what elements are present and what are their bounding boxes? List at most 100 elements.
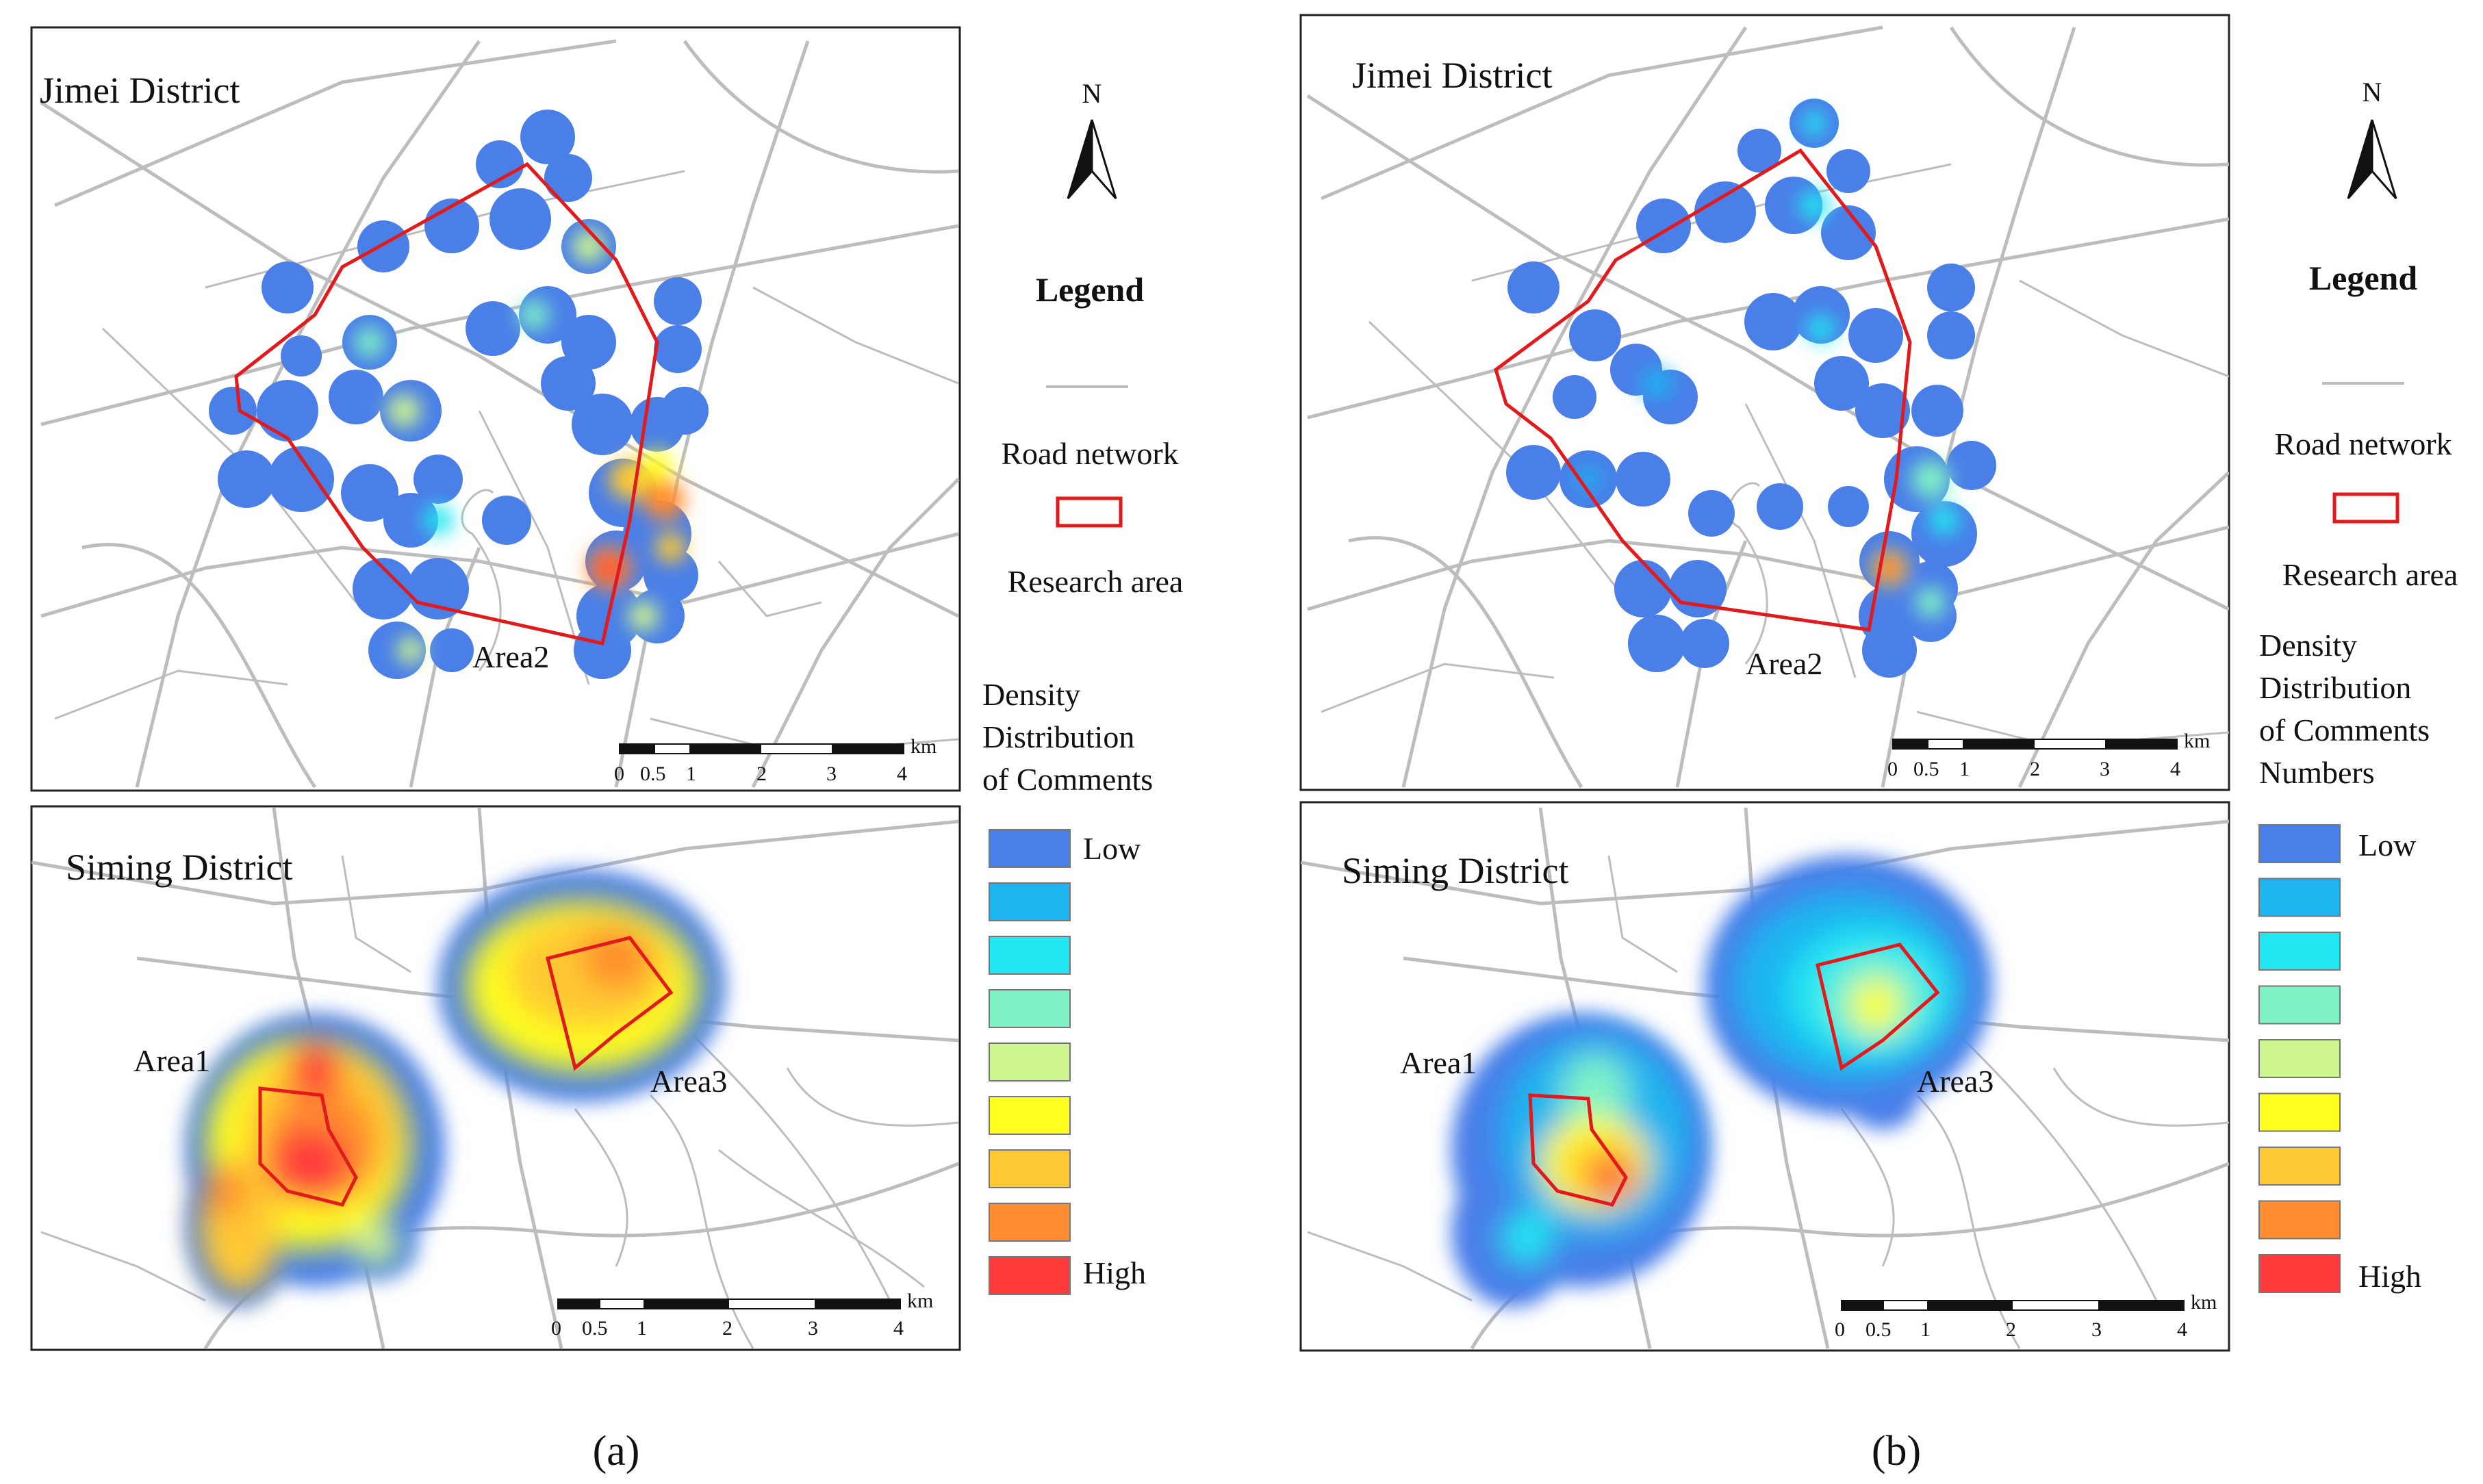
scale-bar: km 0 0.5 1 2 3 4 xyxy=(1835,1291,2217,1341)
area-label: Area1 xyxy=(1400,1045,1477,1080)
scale-tick: 0 xyxy=(614,763,624,785)
density-title-line: Distribution xyxy=(2259,670,2411,705)
density-swatch xyxy=(989,1203,1071,1242)
density-swatch xyxy=(989,1096,1071,1135)
research-label: Research area xyxy=(2282,557,2458,592)
map-title: Jimei District xyxy=(40,70,240,111)
legend-title: Legend xyxy=(2309,259,2418,297)
north-label: N xyxy=(2363,77,2382,107)
scale-tick: 3 xyxy=(2100,758,2110,780)
legend-low: Low xyxy=(2358,828,2417,862)
research-area-outline xyxy=(1494,148,1912,632)
scale-tick: 2 xyxy=(2006,1318,2016,1341)
north-arrow-icon xyxy=(2347,119,2397,199)
scale-tick: 0 xyxy=(1887,758,1898,780)
scale-tick: 1 xyxy=(1920,1318,1931,1341)
research-label: Research area xyxy=(1008,564,1184,599)
density-swatch xyxy=(989,1149,1071,1188)
scale-tick: 2 xyxy=(2030,758,2040,780)
scale-bar: km 0 0.5 1 2 3 4 xyxy=(614,735,937,785)
density-color-ramp xyxy=(2258,824,2341,1293)
density-blobs xyxy=(1506,99,1996,678)
density-swatch xyxy=(989,936,1071,975)
siming-map-a: Siming District Area1 Area3 km 0 0.5 1 2… xyxy=(30,805,961,1351)
density-title-line: Distribution xyxy=(982,719,1134,754)
legend-a: N Legend Road network Research area Dens… xyxy=(982,78,1184,1295)
scale-tick: 0 xyxy=(551,1317,561,1340)
scale-tick: 2 xyxy=(722,1317,733,1340)
panel-a: Jimei District Area2 km 0 0.5 1 2 3 4 xyxy=(30,26,1184,1474)
north-arrow-icon xyxy=(1067,119,1117,199)
density-swatch xyxy=(2258,824,2341,863)
research-area-outline xyxy=(1816,943,1940,1071)
density-swatch xyxy=(2258,1147,2341,1186)
scale-tick: 4 xyxy=(893,1317,904,1340)
jimei-map-a: Jimei District Area2 km 0 0.5 1 2 3 4 xyxy=(30,26,961,792)
research-area-swatch xyxy=(2332,492,2399,524)
density-title-line: Numbers xyxy=(2259,755,2375,790)
siming-map-b: Siming District Area1 Area3 km 0 0.5 1 2… xyxy=(1299,801,2230,1352)
area-label: Area1 xyxy=(133,1043,210,1078)
research-area-outline xyxy=(1528,1093,1628,1207)
scale-unit: km xyxy=(2184,730,2210,752)
research-area-outline xyxy=(234,162,659,645)
panel-b: Jimei District Area2 km 0 0.5 1 2 3 4 xyxy=(1299,14,2458,1474)
legend-low: Low xyxy=(1083,831,1141,866)
density-swatch xyxy=(2258,932,2341,971)
scale-tick: 4 xyxy=(2170,758,2180,780)
scale-tick: 3 xyxy=(2091,1318,2102,1341)
scale-tick: 3 xyxy=(808,1317,818,1340)
north-label: N xyxy=(1082,78,1102,109)
legend-title: Legend xyxy=(1036,270,1145,309)
area-label: Area3 xyxy=(650,1064,727,1099)
road-label: Road network xyxy=(2274,426,2452,461)
density-swatch xyxy=(2258,1200,2341,1240)
scale-bar: km 0 0.5 1 2 3 4 xyxy=(1887,730,2210,780)
road-label: Road network xyxy=(1001,436,1178,471)
legend-high: High xyxy=(2358,1259,2421,1294)
density-swatch xyxy=(2258,1254,2341,1293)
legend-b: N Legend Road network Research area Dens… xyxy=(2258,77,2458,1294)
density-title-line: Density xyxy=(2259,628,2357,663)
scale-tick: 0.5 xyxy=(640,763,666,785)
density-blobs xyxy=(209,110,709,679)
density-swatch xyxy=(989,829,1071,868)
map-title: Siming District xyxy=(1342,850,1569,891)
scale-unit: km xyxy=(911,735,937,758)
scale-unit: km xyxy=(907,1290,933,1312)
density-title-line: of Comments xyxy=(2259,713,2430,747)
density-color-ramp xyxy=(989,829,1071,1295)
density-swatch xyxy=(989,1256,1071,1295)
scale-tick: 3 xyxy=(826,763,837,785)
research-area-swatch xyxy=(1056,496,1123,528)
density-swatch xyxy=(2258,1039,2341,1078)
scale-tick: 0 xyxy=(1835,1318,1845,1341)
density-title-line: of Comments xyxy=(982,762,1153,797)
area-label: Area3 xyxy=(1917,1064,1994,1099)
density-title-line: Density xyxy=(982,677,1080,712)
scale-tick: 4 xyxy=(2177,1318,2187,1341)
scale-tick: 0.5 xyxy=(1913,758,1939,780)
density-swatch xyxy=(2258,985,2341,1025)
scale-tick: 1 xyxy=(1959,758,1970,780)
scale-tick: 4 xyxy=(897,763,907,785)
density-swatch xyxy=(2258,1092,2341,1132)
caption: (a) xyxy=(593,1428,640,1474)
map-title: Siming District xyxy=(66,847,293,888)
scale-tick: 2 xyxy=(756,763,767,785)
legend-high: High xyxy=(1083,1255,1146,1290)
scale-tick: 1 xyxy=(686,763,696,785)
density-swatch xyxy=(989,1042,1071,1082)
scale-tick: 1 xyxy=(637,1317,647,1340)
scale-bar: km 0 0.5 1 2 3 4 xyxy=(551,1290,933,1340)
research-area-outline xyxy=(258,1086,358,1207)
jimei-map-b: Jimei District Area2 km 0 0.5 1 2 3 4 xyxy=(1299,14,2230,791)
area-label: Area2 xyxy=(1746,646,1822,681)
density-swatch xyxy=(989,989,1071,1028)
area-label: Area2 xyxy=(472,639,549,674)
scale-unit: km xyxy=(2191,1291,2217,1314)
density-swatch xyxy=(2258,878,2341,917)
research-area-outline xyxy=(545,936,674,1071)
density-swatch xyxy=(989,882,1071,921)
